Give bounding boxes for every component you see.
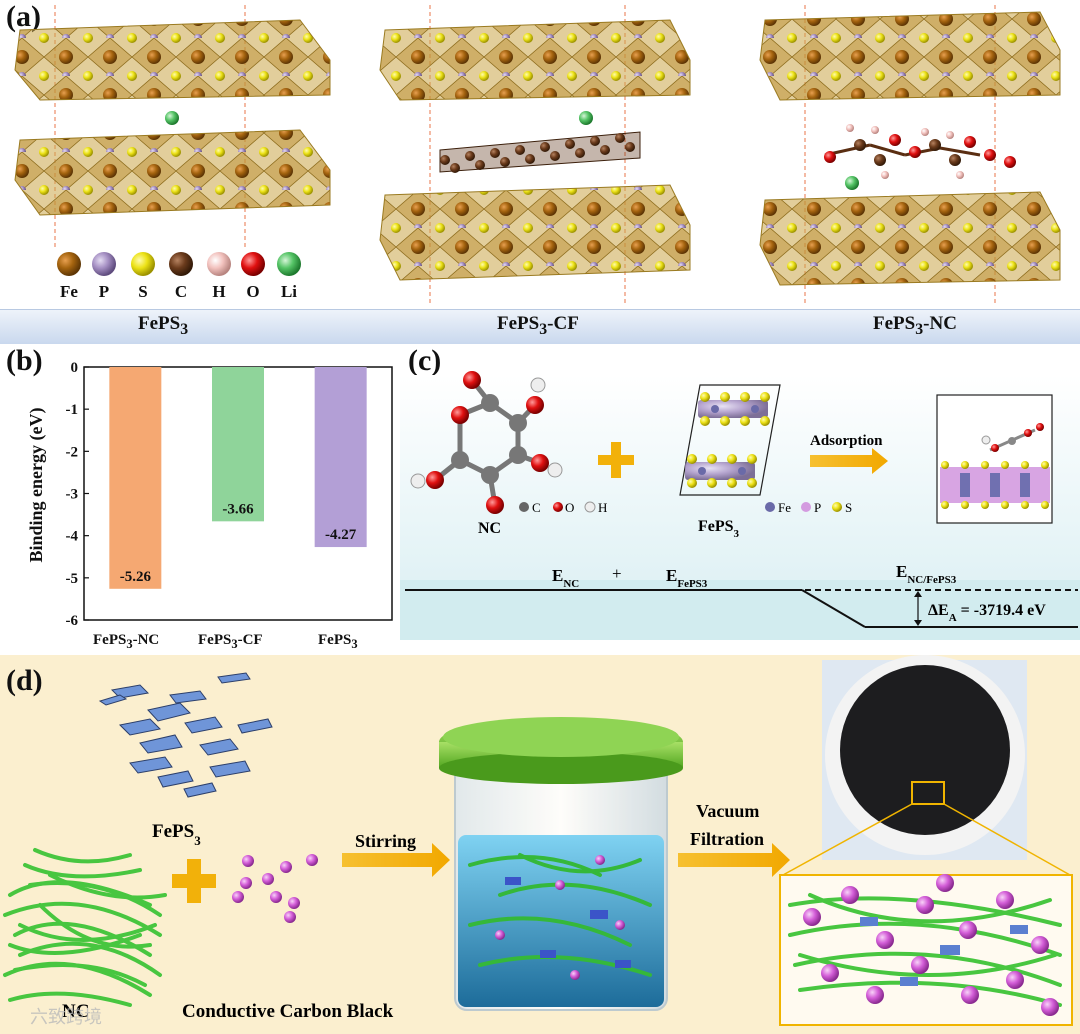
svg-text:O: O xyxy=(565,500,574,515)
y-tick-label: -6 xyxy=(66,613,79,629)
feps3-flakes-label: FePS3 xyxy=(152,821,201,848)
x-label-feps3-cf: FePS3-CF xyxy=(198,632,263,651)
chart-bars xyxy=(109,367,367,589)
x-label-feps3-nc: FePS3-NC xyxy=(93,632,160,651)
svg-text:C: C xyxy=(532,500,541,515)
delta-e-label: ΔEA = -3719.4 eV xyxy=(928,602,1046,624)
plus-icon-d xyxy=(172,859,216,903)
filter-paper-photo xyxy=(782,655,1071,876)
panel-c-adsorption: C O H NC Fe P S FePS3 xyxy=(400,371,1080,640)
feps3-flakes xyxy=(98,672,273,798)
bar xyxy=(109,367,162,589)
feps3-label: FePS3 xyxy=(698,518,740,540)
bar-value-label: -5.26 xyxy=(120,569,152,585)
svg-text:S: S xyxy=(845,500,852,515)
filtration-label: Filtration xyxy=(690,829,764,849)
filtration-arrow xyxy=(678,843,790,877)
y-tick-label: 0 xyxy=(71,360,79,376)
x-label-feps3: FePS3 xyxy=(318,632,358,651)
svg-text:H: H xyxy=(598,500,607,515)
caption-feps3-cf: FePS3-CF xyxy=(497,313,579,338)
y-tick-label: -4 xyxy=(66,529,79,545)
nc-fibers-label: NC xyxy=(62,1001,89,1022)
feps3-legend: Fe P S xyxy=(765,500,852,515)
panel-a-caption-bar xyxy=(0,309,1080,344)
bar-value-label: -3.66 xyxy=(222,501,254,517)
svg-text:Fe: Fe xyxy=(778,500,791,515)
panel-b-label: (b) xyxy=(6,344,43,377)
energy-plus: + xyxy=(612,564,622,583)
nc-feps3-configuration xyxy=(936,394,1053,524)
nc-fibers xyxy=(3,848,167,1007)
bar-value-label: -4.27 xyxy=(325,527,357,543)
binding-energy-chart: Binding energy (eV) -5.26 -3.66 -4.27 0 -1 -… xyxy=(26,360,393,629)
watermark: 六致跨境 xyxy=(30,1007,102,1027)
svg-text:P: P xyxy=(814,500,821,515)
panel-a-structures xyxy=(14,5,1061,305)
panel-c-label: (c) xyxy=(408,344,442,377)
vacuum-label: Vacuum xyxy=(696,801,759,821)
chart-tick-labels: 0 -1 -2 -3 -4 -5 -6 xyxy=(66,360,79,629)
y-tick-label: -2 xyxy=(66,444,79,460)
y-tick-label: -5 xyxy=(66,571,79,587)
legend-fe: Fe xyxy=(60,282,78,301)
bar xyxy=(212,367,264,522)
panel-d-label: (d) xyxy=(6,664,43,697)
panel-d-process: FePS3 NC Conductive Carbon Black Stirrin… xyxy=(3,655,1073,1027)
nc-legend: C O H xyxy=(519,500,607,515)
stirring-arrow xyxy=(342,843,450,877)
adsorption-arrow xyxy=(810,448,888,474)
caption-feps3: FePS3 xyxy=(138,313,189,338)
energy-diagram xyxy=(405,589,1078,628)
feps3-nc-structure xyxy=(759,11,1061,286)
nc-label: NC xyxy=(478,520,501,537)
legend-o: O xyxy=(246,282,260,301)
e-combined-label: ENC/FePS3 xyxy=(896,562,957,586)
chart-value-labels: -5.26 -3.66 -4.27 xyxy=(120,501,357,584)
feps3-structure xyxy=(14,19,331,216)
composite-zoom xyxy=(779,874,1073,1026)
y-axis-label: Binding energy (eV) xyxy=(26,407,47,562)
y-tick-label: -3 xyxy=(66,487,79,503)
feps3-crystal xyxy=(679,384,781,496)
bar xyxy=(314,367,367,548)
adsorption-label: Adsorption xyxy=(810,433,883,449)
carbon-black-particles xyxy=(232,854,318,923)
element-legend xyxy=(57,252,301,276)
legend-c: C xyxy=(174,282,188,301)
feps3-cf-structure xyxy=(379,19,691,281)
legend-h: H xyxy=(212,282,226,301)
e-nc-label: ENC xyxy=(552,566,579,590)
plus-icon xyxy=(598,442,634,478)
legend-li: Li xyxy=(280,282,298,301)
carbon-black-label: Conductive Carbon Black xyxy=(182,1001,394,1022)
stirring-label: Stirring xyxy=(355,831,416,851)
legend-p: P xyxy=(98,282,110,301)
panel-a-label: (a) xyxy=(6,0,41,33)
legend-s: S xyxy=(138,282,148,301)
stirring-jar xyxy=(439,717,683,1011)
caption-feps3-nc: FePS3-NC xyxy=(873,313,957,338)
e-feps3-label: EFePS3 xyxy=(666,566,708,590)
y-tick-label: -1 xyxy=(66,402,79,418)
